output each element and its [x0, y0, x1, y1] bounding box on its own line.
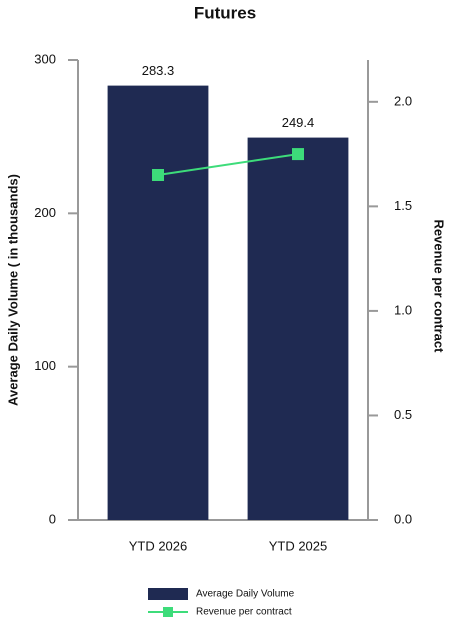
y-tick-label: 200: [34, 205, 56, 220]
legend-label: Average Daily Volume: [196, 589, 295, 600]
y2-tick-label: 2.0: [394, 93, 412, 108]
line: [157, 153, 299, 176]
bar: [107, 85, 209, 521]
legend-swatch: [148, 588, 188, 600]
legend-swatch: [163, 607, 173, 617]
y2-tick-label: 1.0: [394, 302, 412, 317]
y2-axis-label: Revenue per contract: [432, 220, 447, 354]
line-marker: [152, 169, 164, 181]
legend-label: Revenue per contract: [196, 607, 292, 618]
y2-tick-label: 0.5: [394, 407, 412, 422]
x-tick-label: YTD 2025: [269, 538, 328, 553]
y2-tick-label: 0.0: [394, 511, 412, 526]
y-axis-label: Average Daily Volume ( in thousands): [5, 174, 20, 406]
y-tick-label: 300: [34, 51, 56, 66]
y2-tick-label: 1.5: [394, 198, 412, 213]
bar: [247, 137, 349, 520]
y-tick-label: 0: [49, 511, 56, 526]
chart-title: Futures: [194, 3, 256, 22]
line-marker: [292, 148, 304, 161]
value-label: 249.4: [282, 115, 315, 130]
value-label: 283.3: [142, 63, 175, 78]
y-tick-label: 100: [34, 358, 56, 373]
x-tick-label: YTD 2026: [129, 538, 188, 553]
